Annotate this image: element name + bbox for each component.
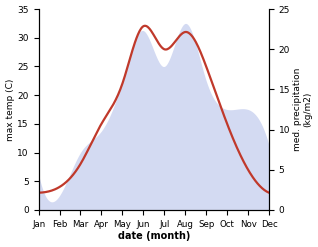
Y-axis label: med. precipitation
(kg/m2): med. precipitation (kg/m2) xyxy=(293,68,313,151)
X-axis label: date (month): date (month) xyxy=(118,231,190,242)
Y-axis label: max temp (C): max temp (C) xyxy=(5,78,15,141)
